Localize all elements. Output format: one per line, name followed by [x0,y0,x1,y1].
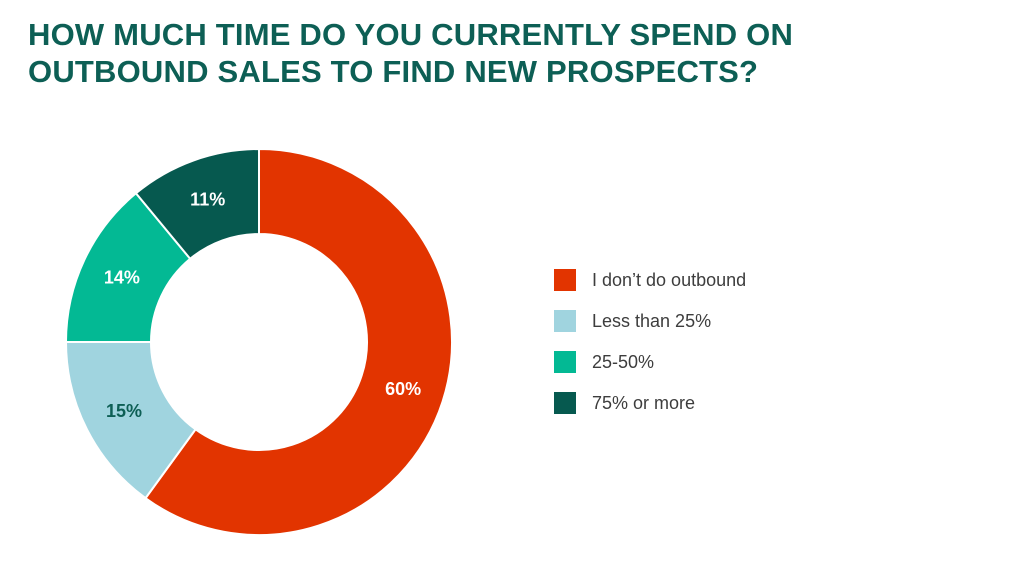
donut-value-label-1: 15% [106,401,142,421]
legend-label: I don’t do outbound [592,270,747,290]
chart-legend: I don’t do outbound Less than 25% 25-50%… [554,269,746,414]
legend-item-less-than-25: Less than 25% [554,310,746,332]
legend-item-dont-do-outbound: I don’t do outbound [554,269,746,291]
legend-label: Less than 25% [592,311,712,331]
donut-value-label-3: 11% [190,190,225,210]
page-title: HOW MUCH TIME DO YOU CURRENTLY SPEND ON … [28,16,888,90]
page-title-line-1: HOW MUCH TIME DO YOU CURRENTLY SPEND ON [28,17,794,52]
donut-chart-svg: 60% 15% 14% 11% [65,148,453,536]
legend-item-25-50: 25-50% [554,351,746,373]
legend-label: 25-50% [592,352,655,372]
legend-swatch-icon [554,310,576,332]
donut-chart: 60% 15% 14% 11% [59,142,459,542]
donut-segment-0 [144,148,453,536]
donut-segment-3 [134,148,260,260]
page-title-line-2: OUTBOUND SALES TO FIND NEW PROSPECTS? [28,54,759,89]
legend-item-75-or-more: 75% or more [554,392,746,414]
legend-label: 75% or more [592,393,696,413]
legend-swatch-icon [554,392,576,414]
donut-value-label-0: 60% [385,379,421,399]
donut-value-label-2: 14% [104,268,140,288]
legend-swatch-icon [554,351,576,373]
legend-swatch-icon [554,269,576,291]
